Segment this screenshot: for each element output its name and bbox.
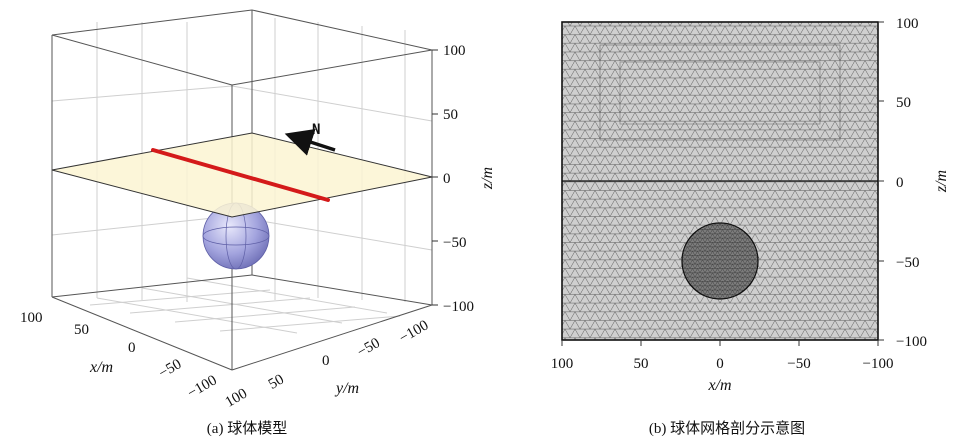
panel-a-3d-model: N 100 50 0 −50 −100 z/m 100 50 0 −50 −10…	[20, 9, 496, 437]
z-tick-label: 100	[896, 16, 919, 32]
panel-a-y-ticks: 100 50 0 −50 −100 y/m	[223, 317, 432, 410]
y-tick-label: 50	[266, 371, 287, 392]
x-tick-label: 50	[74, 322, 89, 338]
north-label: N	[312, 122, 320, 138]
z-tick-label: −100	[896, 334, 927, 350]
z-tick-label: 100	[443, 43, 466, 59]
x-axis-label: x/m	[89, 359, 113, 376]
y-tick-label: 100	[223, 386, 250, 411]
x-tick-label: 0	[716, 356, 724, 372]
y-axis-label: y/m	[334, 380, 359, 397]
panel-b-mesh: 100 50 0 −50 −100 z/m 100 50 0 −50 −100 …	[551, 16, 950, 437]
x-tick-label: −100	[185, 372, 220, 401]
panel-b-z-ticks: 100 50 0 −50 −100 z/m	[878, 16, 950, 350]
panel-a-z-ticks: 100 50 0 −50 −100 z/m	[432, 43, 496, 315]
x-tick-label: −50	[156, 356, 184, 382]
x-tick-label: 100	[20, 310, 43, 326]
y-tick-label: 0	[322, 353, 330, 369]
z-tick-label: −50	[896, 255, 919, 271]
x-tick-label: 100	[551, 356, 574, 372]
panel-b-caption: (b) 球体网格剖分示意图	[649, 419, 805, 437]
y-tick-label: −100	[397, 317, 432, 346]
z-axis-label: z/m	[933, 170, 950, 193]
x-tick-label: 0	[128, 340, 136, 356]
z-axis-label: z/m	[479, 167, 496, 190]
x-tick-label: 50	[634, 356, 649, 372]
x-axis-label: x/m	[707, 377, 731, 394]
x-tick-label: −100	[863, 356, 894, 372]
survey-line	[151, 148, 330, 202]
panel-a-x-ticks: 100 50 0 −50 −100 x/m	[20, 310, 220, 402]
x-tick-label: −50	[787, 356, 810, 372]
z-tick-label: 50	[896, 95, 911, 111]
panel-b-x-ticks: 100 50 0 −50 −100 x/m	[551, 340, 894, 394]
mesh-sphere	[681, 222, 759, 300]
z-tick-label: −50	[443, 235, 466, 251]
y-tick-label: −50	[355, 335, 383, 361]
z-tick-label: 0	[443, 171, 451, 187]
z-tick-label: −100	[443, 299, 474, 315]
north-arrow: N	[284, 122, 336, 156]
panel-a-caption: (a) 球体模型	[207, 420, 287, 437]
z-tick-label: 50	[443, 107, 458, 123]
z-tick-label: 0	[896, 175, 904, 191]
